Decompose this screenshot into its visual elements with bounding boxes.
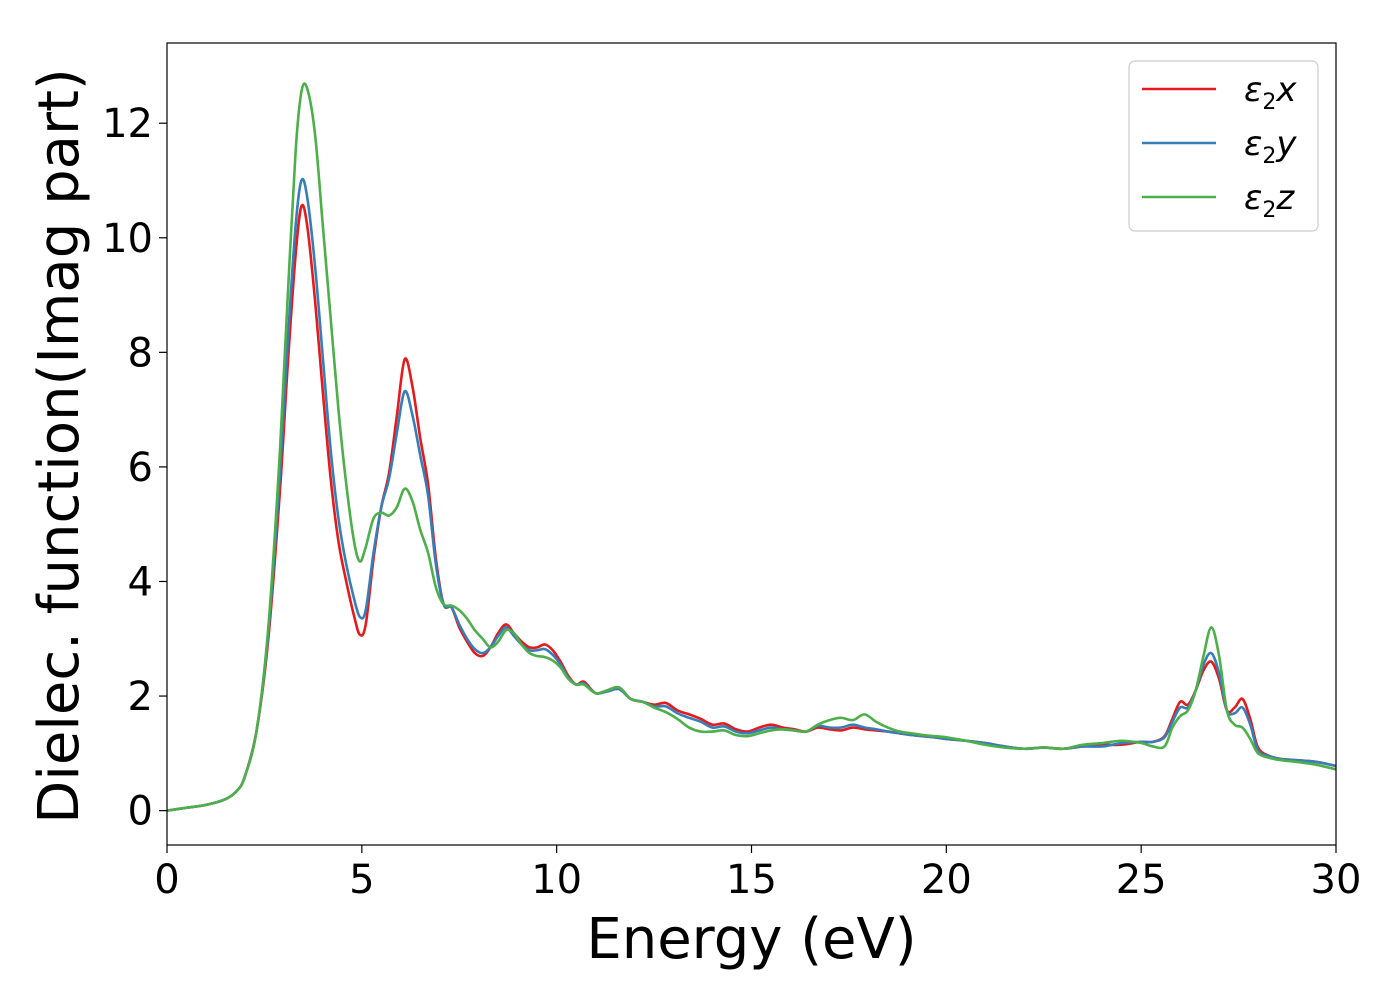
x-tick-label: 10 xyxy=(531,857,582,903)
plot-lines xyxy=(167,82,1336,812)
legend-box xyxy=(1128,60,1319,232)
legend-label-z: ε2z xyxy=(1244,178,1295,223)
x-tick-label: 20 xyxy=(921,857,972,903)
y-axis-title: Dielec. function(Imag part) xyxy=(27,68,92,824)
x-tick-label: 5 xyxy=(349,857,374,903)
x-tick-label: 0 xyxy=(154,857,179,903)
x-tick-label: 15 xyxy=(726,857,777,903)
legend-label-x: ε2x xyxy=(1244,70,1297,115)
y-tick-label: 12 xyxy=(102,101,153,147)
y-tick-label: 6 xyxy=(128,445,153,491)
legend-label-y: ε2y xyxy=(1244,124,1297,169)
legend: ε2x ε2y ε2z xyxy=(1128,60,1319,232)
y-tick-label: 8 xyxy=(128,330,153,376)
y-axis-ticks: 0 2 4 6 8 10 12 xyxy=(102,101,167,835)
y-tick-label: 10 xyxy=(102,216,153,262)
y-tick-label: 0 xyxy=(128,789,153,835)
y-tick-label: 4 xyxy=(128,559,153,605)
y-tick-label: 2 xyxy=(128,674,153,720)
x-tick-label: 25 xyxy=(1116,857,1167,903)
series-line-x xyxy=(167,203,1336,812)
series-line-z xyxy=(167,82,1336,812)
x-axis-ticks: 0 5 10 15 20 25 30 xyxy=(154,845,1361,903)
x-axis-title: Energy (eV) xyxy=(586,907,916,972)
series-line-y xyxy=(167,177,1336,812)
x-tick-label: 30 xyxy=(1311,857,1362,903)
